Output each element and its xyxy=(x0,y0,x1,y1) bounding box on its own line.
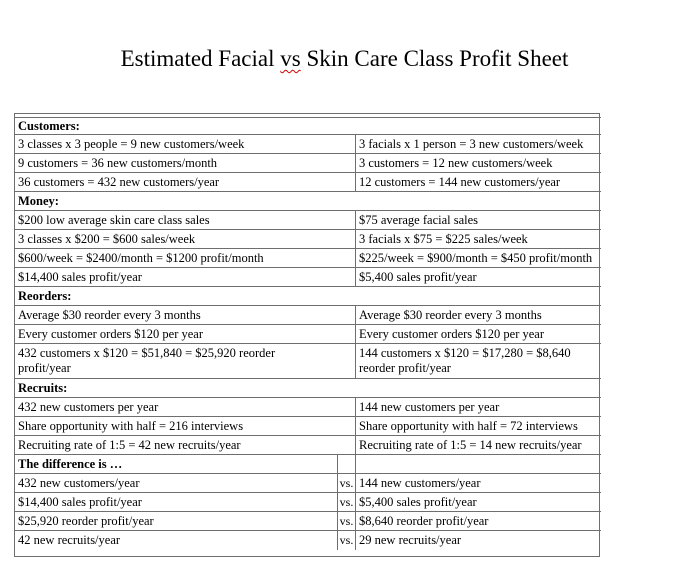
facial-cell: $225/week = $900/month = $450 profit/mon… xyxy=(356,249,601,268)
skin-care-cell: $25,920 reorder profit/year xyxy=(15,512,338,531)
title-vs-word: vs xyxy=(280,46,301,71)
facial-cell: 144 new customers per year xyxy=(356,398,601,417)
skin-care-cell: 36 customers = 432 new customers/year xyxy=(15,173,356,192)
facial-cell: 144 new customers/year xyxy=(356,474,601,493)
section-heading-money: Money: xyxy=(15,192,601,211)
skin-care-cell: 3 classes x $200 = $600 sales/week xyxy=(15,230,356,249)
skin-care-cell: 432 new customers per year xyxy=(15,398,356,417)
facial-cell: $8,640 reorder profit/year xyxy=(356,512,601,531)
facial-cell: Share opportunity with half = 72 intervi… xyxy=(356,417,601,436)
skin-care-cell: $200 low average skin care class sales xyxy=(15,211,356,230)
vs-cell: vs. xyxy=(338,493,356,512)
skin-care-cell: $14,400 sales profit/year xyxy=(15,493,338,512)
skin-care-cell: 432 customers x $120 = $51,840 = $25,920… xyxy=(15,344,356,379)
facial-cell: Average $30 reorder every 3 months xyxy=(356,306,601,325)
section-heading-difference: The difference is … xyxy=(15,455,338,474)
skin-care-cell: 9 customers = 36 new customers/month xyxy=(15,154,356,173)
skin-care-cell: Share opportunity with half = 216 interv… xyxy=(15,417,356,436)
profit-table: Customers: 3 classes x 3 people = 9 new … xyxy=(14,113,601,557)
section-heading-recruits: Recruits: xyxy=(15,379,601,398)
skin-care-cell: 432 new customers/year xyxy=(15,474,338,493)
vs-cell: vs. xyxy=(338,474,356,493)
facial-cell: $75 average facial sales xyxy=(356,211,601,230)
facial-cell: $5,400 sales profit/year xyxy=(356,268,601,287)
skin-care-cell: $600/week = $2400/month = $1200 profit/m… xyxy=(15,249,356,268)
section-heading-customers: Customers: xyxy=(15,118,601,135)
title-part1: Estimated Facial xyxy=(120,46,281,71)
vs-cell: vs. xyxy=(338,512,356,531)
skin-care-cell: Average $30 reorder every 3 months xyxy=(15,306,356,325)
facial-cell: Every customer orders $120 per year xyxy=(356,325,601,344)
facial-cell: 3 customers = 12 new customers/week xyxy=(356,154,601,173)
skin-care-cell: 42 new recruits/year xyxy=(15,531,338,550)
table-top-spacer xyxy=(15,114,601,118)
facial-cell: Recruiting rate of 1:5 = 14 new recruits… xyxy=(356,436,601,455)
page-title: Estimated Facial vs Skin Care Class Prof… xyxy=(0,44,689,74)
title-part2: Skin Care Class Profit Sheet xyxy=(300,46,569,71)
facial-cell: 3 facials x 1 person = 3 new customers/w… xyxy=(356,135,601,154)
vs-cell: vs. xyxy=(338,531,356,550)
facial-cell: 144 customers x $120 = $17,280 = $8,640 … xyxy=(356,344,601,379)
facial-cell: 12 customers = 144 new customers/year xyxy=(356,173,601,192)
facial-cell-empty xyxy=(356,455,601,474)
section-heading-reorders: Reorders: xyxy=(15,287,601,306)
facial-cell: $5,400 sales profit/year xyxy=(356,493,601,512)
facial-cell: 29 new recruits/year xyxy=(359,533,462,547)
skin-care-cell: $14,400 sales profit/year xyxy=(15,268,356,287)
vs-cell-empty xyxy=(338,455,356,474)
skin-care-cell: Every customer orders $120 per year xyxy=(15,325,356,344)
facial-cell: 3 facials x $75 = $225 sales/week xyxy=(356,230,601,249)
skin-care-cell: 3 classes x 3 people = 9 new customers/w… xyxy=(15,135,356,154)
skin-care-cell: Recruiting rate of 1:5 = 42 new recruits… xyxy=(15,436,356,455)
